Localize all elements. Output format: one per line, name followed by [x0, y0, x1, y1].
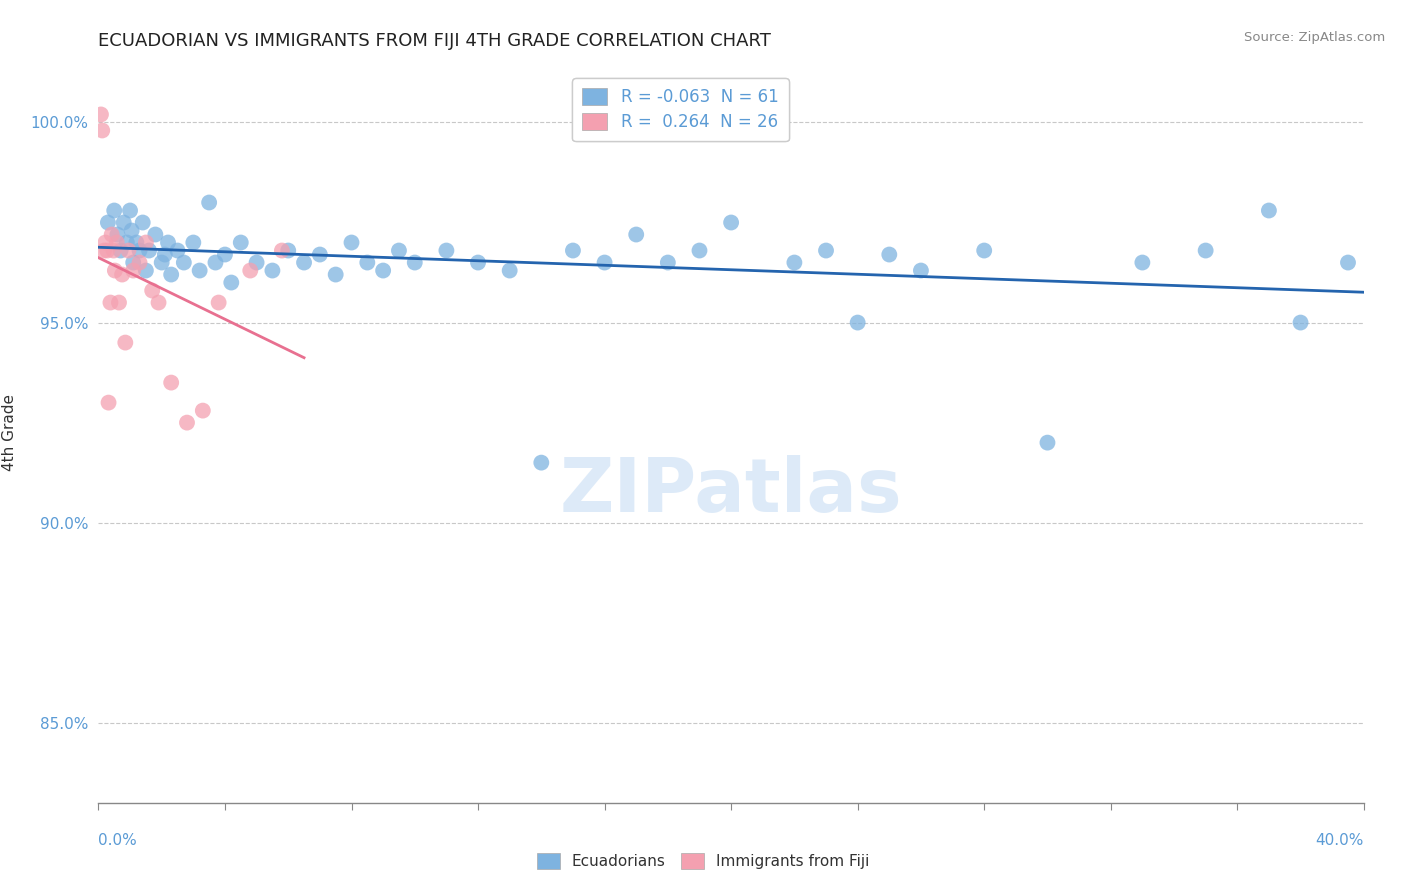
Point [198, 195, 221, 210]
Point [219, 276, 243, 290]
Point [325, 268, 347, 282]
Point [188, 263, 211, 277]
Point [166, 244, 188, 258]
Point [173, 255, 195, 269]
Point [135, 263, 157, 277]
Point [122, 255, 145, 269]
Point [467, 255, 489, 269]
Point [141, 284, 163, 298]
Point [530, 456, 553, 470]
Point [105, 235, 128, 250]
Legend: Ecuadorians, Immigrants from Fiji: Ecuadorians, Immigrants from Fiji [530, 847, 876, 875]
Point [132, 215, 155, 229]
Point [814, 244, 837, 258]
Point [846, 316, 869, 330]
Point [183, 235, 205, 250]
Point [436, 244, 458, 258]
Text: Source: ZipAtlas.com: Source: ZipAtlas.com [1244, 31, 1385, 45]
Text: 0.0%: 0.0% [98, 833, 138, 848]
Point [229, 235, 252, 250]
Point [91, 123, 114, 137]
Point [96, 244, 118, 258]
Point [117, 244, 139, 258]
Point [125, 235, 148, 250]
Point [97, 215, 120, 229]
Point [1036, 435, 1059, 450]
Point [103, 244, 125, 258]
Point [176, 416, 198, 430]
Point [160, 268, 183, 282]
Point [112, 215, 135, 229]
Point [191, 403, 214, 417]
Point [388, 244, 411, 258]
Point [120, 203, 141, 218]
Point [1289, 316, 1312, 330]
Point [246, 255, 269, 269]
Point [93, 244, 115, 258]
Legend: R = -0.063  N = 61, R =  0.264  N = 26: R = -0.063 N = 61, R = 0.264 N = 26 [572, 78, 789, 141]
Text: 40.0%: 40.0% [1316, 833, 1364, 848]
Point [100, 227, 122, 242]
Point [309, 247, 332, 261]
Point [160, 376, 183, 390]
Point [262, 263, 284, 277]
Point [128, 244, 150, 258]
Point [103, 203, 125, 218]
Point [561, 244, 585, 258]
Point [111, 268, 134, 282]
Point [277, 244, 299, 258]
Point [148, 295, 170, 310]
Point [340, 235, 363, 250]
Point [910, 263, 932, 277]
Point [1337, 255, 1360, 269]
Point [122, 263, 145, 277]
Point [239, 263, 262, 277]
Point [115, 235, 138, 250]
Point [157, 235, 180, 250]
Point [204, 255, 226, 269]
Point [114, 335, 136, 350]
Point [153, 247, 176, 261]
Point [108, 295, 131, 310]
Point [94, 235, 117, 250]
Point [145, 227, 166, 242]
Point [214, 247, 236, 261]
Point [128, 255, 150, 269]
Point [107, 227, 129, 242]
Point [688, 244, 710, 258]
Point [110, 244, 132, 258]
Point [404, 255, 426, 269]
Point [371, 263, 394, 277]
Point [720, 215, 742, 229]
Point [121, 223, 143, 237]
Point [657, 255, 679, 269]
Point [973, 244, 995, 258]
Point [783, 255, 806, 269]
Point [100, 295, 122, 310]
Point [135, 235, 157, 250]
Point [150, 255, 173, 269]
Point [97, 395, 120, 409]
Point [138, 244, 160, 258]
Point [208, 295, 231, 310]
Point [90, 107, 112, 121]
Point [292, 255, 315, 269]
Point [270, 244, 294, 258]
Point [593, 255, 616, 269]
Point [1195, 244, 1218, 258]
Point [356, 255, 378, 269]
Text: ZIPatlas: ZIPatlas [560, 455, 903, 528]
Point [104, 263, 127, 277]
Point [499, 263, 522, 277]
Point [877, 247, 901, 261]
Point [624, 227, 647, 242]
Text: ECUADORIAN VS IMMIGRANTS FROM FIJI 4TH GRADE CORRELATION CHART: ECUADORIAN VS IMMIGRANTS FROM FIJI 4TH G… [98, 32, 772, 50]
Y-axis label: 4th Grade: 4th Grade [1, 394, 17, 471]
Point [1130, 255, 1153, 269]
Point [1257, 203, 1279, 218]
